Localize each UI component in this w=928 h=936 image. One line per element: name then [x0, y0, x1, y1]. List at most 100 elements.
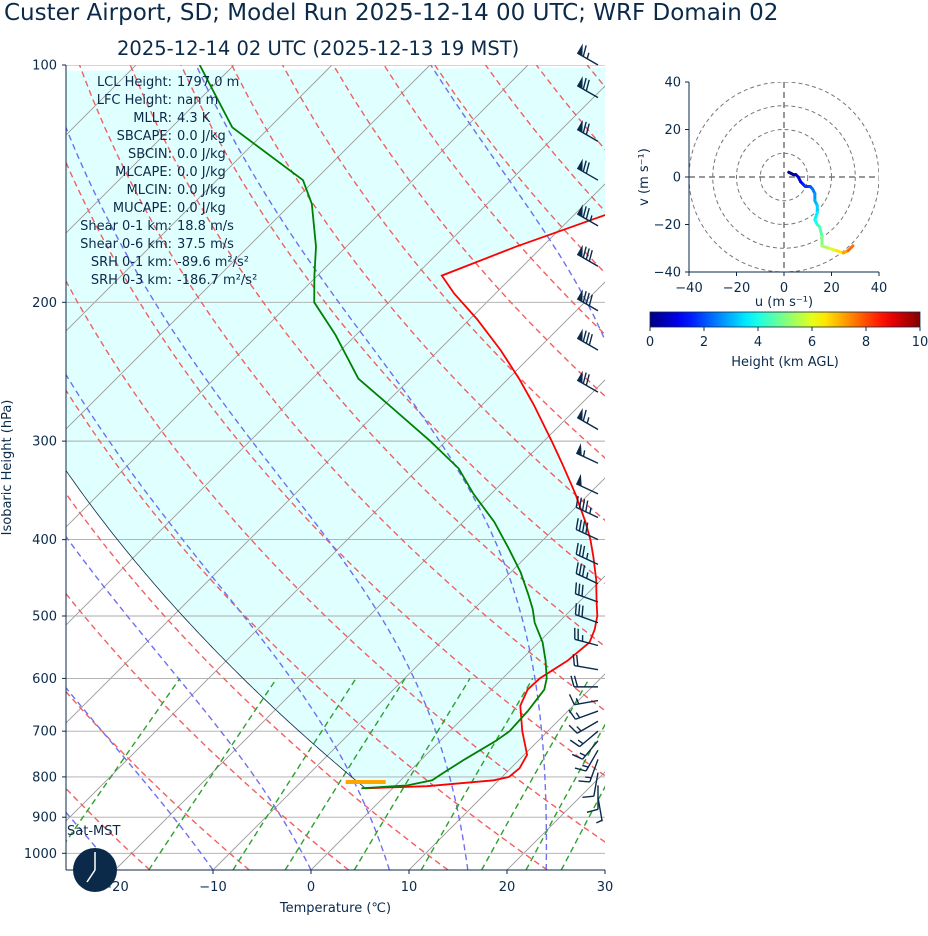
hodo-ring: [759, 152, 809, 202]
stat-label: SBCIN:: [128, 147, 172, 162]
stat-value: -186.7 m²/s²: [177, 273, 257, 288]
barb-flag: [578, 604, 581, 616]
y-tick-label: 1000: [24, 847, 57, 862]
wind-barb: [576, 158, 599, 181]
hodo-ring: [712, 105, 856, 249]
wind-barb: [575, 473, 599, 495]
isotherm-line: [66, 85, 605, 626]
wind-barb: [571, 740, 599, 760]
barb-flag: [574, 767, 587, 772]
barb-flag: [586, 808, 599, 814]
stat-value: 0.0 J/kg: [177, 165, 226, 180]
barb-flag: [585, 162, 590, 174]
barb-half-flag: [577, 739, 584, 745]
hodo-y-tick-label: −20: [654, 218, 681, 233]
stat-value: 0.0 J/kg: [177, 147, 226, 162]
isotherm-line: [408, 673, 605, 870]
barb-flag: [582, 160, 587, 172]
hodo-x-tick-label: 20: [823, 281, 840, 296]
barb-pennant: [577, 76, 583, 89]
wind-barb: [576, 119, 599, 143]
hodo-x-tick-label: −40: [675, 281, 702, 296]
barb-flag: [568, 709, 577, 720]
barb-staff: [597, 797, 603, 822]
barb-flag: [582, 409, 587, 422]
isotherm-line: [212, 477, 605, 870]
barb-flag: [578, 519, 583, 532]
mixing-ratio-line: [284, 678, 406, 870]
isotherm-line: [66, 65, 431, 430]
barb-flag: [571, 753, 583, 760]
y-tick-label: 700: [32, 725, 57, 740]
barb-flag: [581, 584, 584, 597]
barb-staff: [575, 528, 599, 541]
barb-flag: [575, 518, 579, 530]
wind-barb: [568, 720, 599, 734]
barb-flag: [581, 545, 586, 558]
dry-adiabat-line: [66, 592, 350, 870]
barb-flag: [582, 246, 587, 258]
stat-value: -89.6 m²/s²: [177, 255, 249, 270]
wind-barb: [576, 244, 599, 267]
hodo-x-label: u (m s⁻¹): [755, 295, 813, 310]
barb-flag: [574, 603, 578, 615]
hodo-y-tick-label: 20: [664, 123, 681, 138]
barb-flag: [574, 582, 578, 594]
hodo-y-tick-label: −40: [654, 266, 681, 281]
colorbar-tick-label: 4: [754, 335, 762, 350]
dry-adiabat-line: [66, 787, 151, 870]
barb-flag: [578, 780, 590, 783]
stat-label: MLLR:: [133, 111, 172, 126]
barb-flag: [582, 45, 587, 57]
dry-adiabat-line: [66, 160, 605, 777]
barb-flag: [582, 291, 587, 303]
barb-pennant: [577, 158, 583, 172]
y-tick-label: 400: [32, 533, 57, 548]
barb-staff: [575, 553, 599, 565]
wind-barb: [576, 76, 599, 99]
hodo-x-tick-label: 40: [871, 281, 888, 296]
colorbar-tick-label: 8: [862, 335, 870, 350]
barb-staff: [575, 710, 599, 720]
barb-flag: [575, 542, 579, 555]
stat-label: MLCAPE:: [115, 165, 172, 180]
barb-half-flag: [586, 417, 590, 424]
barb-flag: [575, 496, 579, 508]
barb-pennant: [577, 328, 583, 342]
barb-flag: [578, 583, 581, 596]
barb-flag: [582, 121, 587, 134]
isotherm-line: [114, 379, 605, 870]
barb-half-flag: [585, 552, 589, 560]
barb-staff: [593, 772, 599, 797]
barb-half-flag: [589, 507, 592, 514]
barb-flag: [578, 563, 583, 576]
barb-flag: [588, 294, 593, 306]
dry-adiabat-line: [78, 65, 605, 712]
stat-label: LFC Height:: [97, 93, 172, 108]
x-tick-label: 10: [401, 880, 418, 895]
stat-label: SRH 0-1 km:: [91, 255, 172, 270]
dry-adiabat-line: [231, 65, 605, 522]
mixing-ratio-line: [148, 678, 278, 870]
x-tick-label: 0: [307, 880, 315, 895]
barb-pennant: [577, 119, 583, 133]
wind-barb: [575, 542, 599, 565]
isotherm-line: [703, 65, 928, 870]
dry-adiabat-line: [66, 388, 548, 870]
barb-flag: [581, 521, 586, 533]
barb-flag: [578, 497, 583, 509]
wind-barb: [569, 730, 599, 748]
barb-flag: [568, 694, 575, 705]
barb-flag: [582, 372, 587, 384]
stat-label: Shear 0-6 km:: [80, 237, 172, 252]
barb-flag: [575, 562, 579, 574]
barb-pennant: [576, 473, 582, 487]
barb-flag: [585, 292, 590, 305]
hodograph-plot: [689, 82, 879, 272]
barb-pennant: [577, 407, 583, 421]
wind-barb: [575, 443, 599, 464]
wind-barb: [576, 370, 599, 393]
barb-half-flag: [582, 764, 589, 768]
barb-half-flag: [589, 215, 593, 222]
barb-half-flag: [576, 726, 582, 732]
